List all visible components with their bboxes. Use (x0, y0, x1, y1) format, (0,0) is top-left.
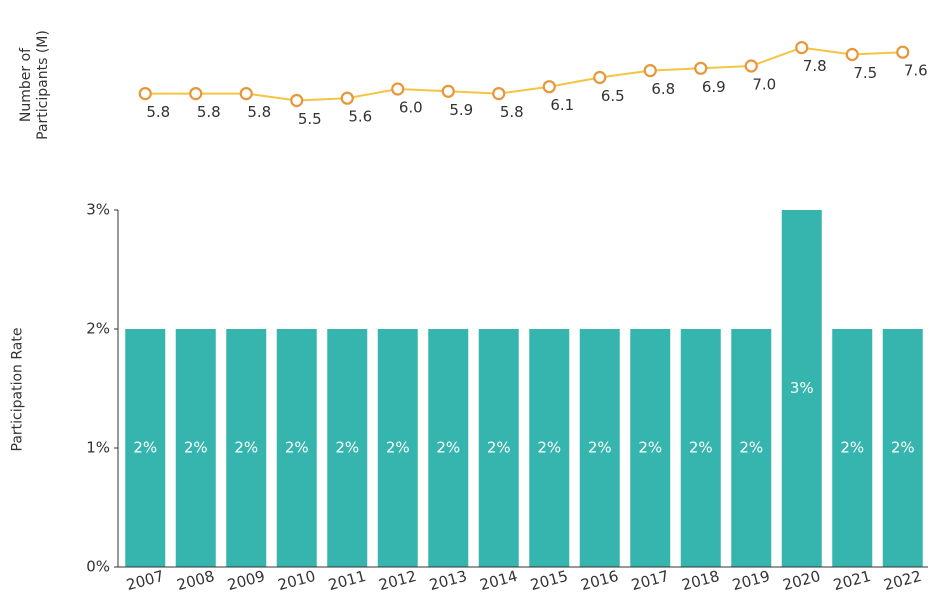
bar (630, 329, 671, 567)
bar-label: 2% (638, 439, 662, 457)
marker (138, 86, 152, 101)
bar-label: 2% (739, 439, 763, 457)
x-tick-label: 2011 (326, 567, 368, 594)
bar (377, 329, 418, 567)
point-label: 5.8 (500, 103, 524, 121)
y-tick-label: 1% (86, 439, 110, 457)
point-label: 7.5 (853, 64, 877, 82)
point-label: 5.8 (247, 103, 271, 121)
marker (441, 84, 455, 98)
point-label: 5.5 (298, 110, 322, 128)
line-y-label: Number of Participants (M) (18, 30, 51, 140)
point-label: 6.9 (702, 78, 726, 96)
bar (226, 329, 267, 567)
bar-label: 2% (234, 439, 258, 457)
x-tick-label: 2007 (124, 567, 166, 594)
bar (175, 329, 216, 567)
x-tick-label: 2009 (225, 567, 267, 594)
point-label: 5.9 (449, 101, 473, 119)
bar-label: 2% (386, 439, 410, 457)
bar-label: 2% (487, 439, 511, 457)
marker (239, 86, 253, 101)
bar (882, 329, 923, 567)
bar (428, 329, 469, 567)
marker (795, 40, 809, 55)
marker (492, 86, 506, 101)
marker (290, 93, 304, 108)
point-label: 6.5 (601, 87, 625, 105)
marker (340, 91, 354, 105)
x-tick-label: 2019 (730, 567, 772, 594)
y-tick-label: 2% (86, 320, 110, 338)
x-tick-label: 2015 (528, 567, 570, 594)
bar (781, 210, 822, 567)
marker (694, 61, 708, 75)
x-tick-label: 2020 (781, 567, 823, 594)
y-tick-label: 3% (86, 201, 110, 219)
bar-label: 2% (133, 439, 157, 457)
bar (731, 329, 772, 567)
bar-label: 2% (840, 439, 864, 457)
bar (327, 329, 368, 567)
bar (478, 329, 519, 567)
bar-y-label: Participation Rate (9, 327, 26, 452)
x-tick-label: 2013 (427, 567, 469, 594)
bar (125, 329, 166, 567)
bar (579, 329, 620, 567)
point-label: 5.8 (197, 103, 221, 121)
point-label: 6.8 (651, 80, 675, 98)
marker (896, 45, 910, 59)
point-label: 6.0 (399, 99, 423, 117)
marker (189, 86, 203, 101)
bar-label: 2% (285, 439, 309, 457)
marker (593, 70, 607, 85)
bar (529, 329, 570, 567)
x-tick-label: 2014 (478, 567, 520, 594)
x-tick-label: 2012 (377, 567, 419, 594)
marker (542, 80, 556, 94)
marker (744, 59, 758, 73)
bar-label: 2% (588, 439, 612, 457)
bar-label: 3% (790, 379, 814, 397)
marker (643, 63, 657, 78)
bar-label: 2% (891, 439, 915, 457)
marker (845, 47, 859, 62)
point-label: 7.0 (752, 76, 776, 94)
bar-label: 2% (689, 439, 713, 457)
bar (276, 329, 317, 567)
x-tick-label: 2018 (680, 567, 722, 594)
point-label: 5.6 (348, 108, 372, 126)
point-label: 5.8 (146, 103, 170, 121)
x-tick-label: 2010 (276, 567, 318, 594)
bar-label: 2% (184, 439, 208, 457)
bar (832, 329, 873, 567)
bar-label: 2% (335, 439, 359, 457)
x-tick-label: 2022 (882, 567, 924, 594)
x-tick-label: 2016 (579, 567, 621, 594)
point-label: 7.8 (803, 57, 827, 75)
bar (680, 329, 721, 567)
x-tick-label: 2021 (831, 567, 873, 594)
point-label: 7.6 (904, 62, 928, 80)
x-tick-label: 2008 (175, 567, 217, 594)
bar-label: 2% (537, 439, 561, 457)
line (145, 46, 903, 102)
bar-label: 2% (436, 439, 460, 457)
marker (391, 82, 405, 96)
y-tick-label: 0% (86, 558, 110, 576)
x-tick-label: 2017 (629, 567, 671, 594)
point-label: 6.1 (550, 96, 574, 114)
